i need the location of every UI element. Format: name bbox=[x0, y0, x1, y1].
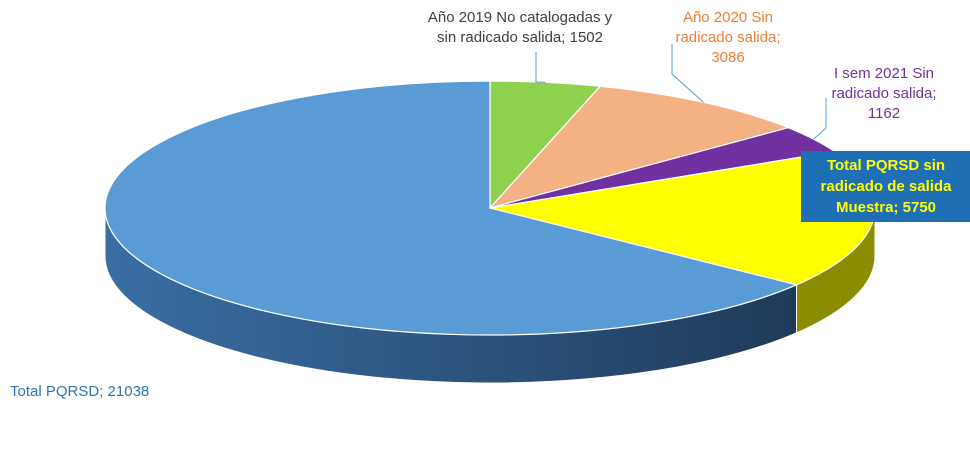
leader-line-a-o-2019-no-catalogadas-y bbox=[535, 52, 546, 83]
leader-line-a-o-2020-sin bbox=[671, 44, 704, 103]
slice-label-2020: Año 2020 Sin radicado salida; 3086 bbox=[675, 9, 781, 66]
pie-slice-total-pqrsd bbox=[104, 80, 799, 336]
slice-label-total: Total PQRSD; 21038 bbox=[10, 383, 150, 400]
slice-label-2019: Año 2019 No catalogadas y sin radicado s… bbox=[427, 9, 613, 46]
slice-label-2021: I sem 2021 Sin radicado salida; 1162 bbox=[831, 65, 937, 122]
leader-line-i-sem-2021-sin bbox=[813, 98, 827, 140]
slice-label-muestra: Total PQRSD sin radicado de salida Muest… bbox=[801, 151, 970, 222]
